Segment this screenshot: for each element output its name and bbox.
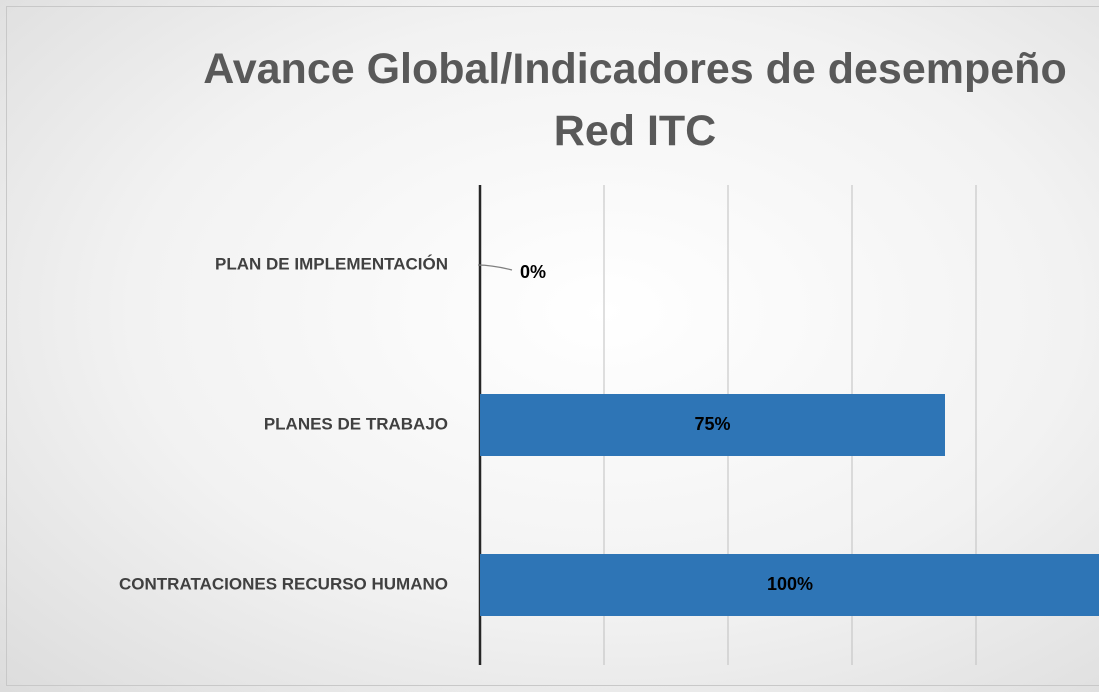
leader-line bbox=[477, 264, 513, 271]
data-label: 0% bbox=[520, 262, 546, 282]
bar bbox=[480, 394, 945, 456]
chart-title: Avance Global/Indicadores de desempeño R… bbox=[203, 45, 1067, 155]
y-tick-label: PLAN DE IMPLEMENTACIÓN bbox=[215, 254, 448, 273]
bar bbox=[480, 554, 1099, 616]
y-tick-label: PLANES DE TRABAJO bbox=[264, 414, 448, 433]
y-tick-label: CONTRATACIONES RECURSO HUMANO bbox=[119, 574, 448, 593]
data-label: 75% bbox=[694, 414, 730, 434]
data-label: 100% bbox=[767, 574, 813, 594]
